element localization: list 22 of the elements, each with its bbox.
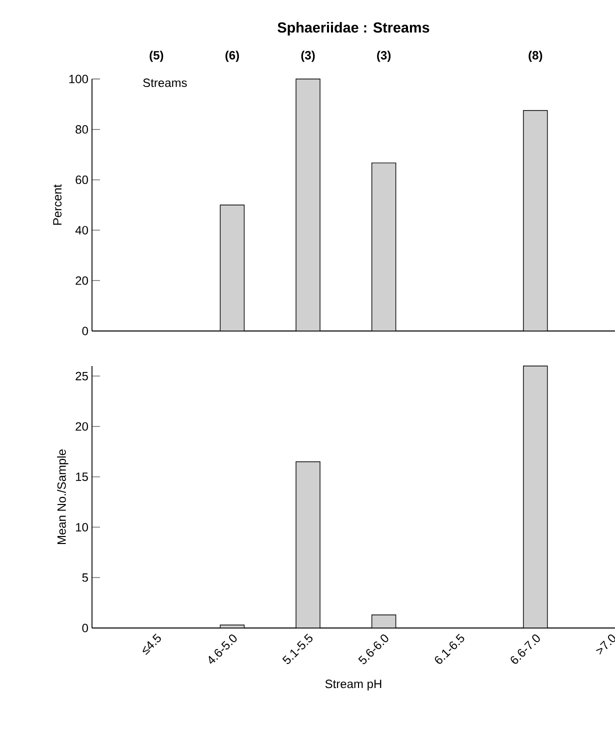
y-tick-label: 0 <box>82 624 88 632</box>
text: (6) <box>225 50 239 62</box>
y-tick-label: 20 <box>76 422 88 431</box>
text: (8) <box>528 50 542 62</box>
text: (5) <box>150 50 164 62</box>
y-axis-title: Mean No./Sample <box>57 450 68 544</box>
y-tick-label: 100 <box>69 74 88 84</box>
x-axis-title: Stream pH <box>325 680 382 691</box>
y-tick-label: 5 <box>82 573 88 582</box>
y-tick-label: 40 <box>75 226 88 234</box>
annotation: Streams <box>143 78 187 88</box>
y-tick-label: 15 <box>76 472 88 482</box>
y-tick-label: 0 <box>82 326 88 336</box>
y-tick-label: 20 <box>76 276 88 285</box>
y-tick-label: 25 <box>76 372 88 380</box>
chart-title: Sphaeriidae : Streams <box>278 22 430 36</box>
y-tick-label: 10 <box>76 522 88 532</box>
y-tick-label: 80 <box>76 125 88 134</box>
text: (3) <box>301 50 315 62</box>
y-tick-label: 60 <box>76 176 88 184</box>
text: (3) <box>377 50 391 62</box>
y-axis-title: Percent <box>53 184 62 225</box>
